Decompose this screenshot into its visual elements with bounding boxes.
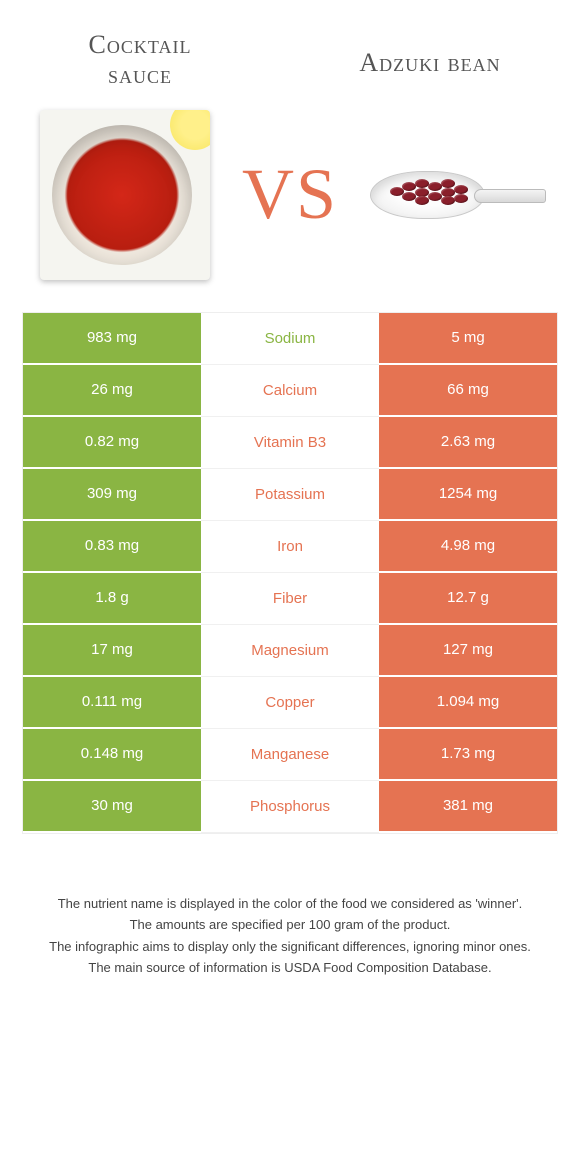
- beans-cluster: [388, 179, 468, 205]
- cell-right: 1.094 mg: [379, 677, 557, 729]
- cell-left: 0.148 mg: [23, 729, 201, 781]
- cell-left: 17 mg: [23, 625, 201, 677]
- cell-left: 0.111 mg: [23, 677, 201, 729]
- cell-right: 2.63 mg: [379, 417, 557, 469]
- footnote-line: The amounts are specified per 100 gram o…: [40, 915, 540, 935]
- footnotes: The nutrient name is displayed in the co…: [0, 834, 580, 978]
- header: Cocktail sauce Adzuki bean: [0, 0, 580, 100]
- cell-left: 0.82 mg: [23, 417, 201, 469]
- cell-right: 1.73 mg: [379, 729, 557, 781]
- cell-label: Iron: [201, 521, 379, 573]
- spoon-handle: [474, 189, 546, 203]
- nutrient-table: 983 mgSodium5 mg26 mgCalcium66 mg0.82 mg…: [22, 312, 558, 834]
- cell-left: 30 mg: [23, 781, 201, 833]
- cell-label: Fiber: [201, 573, 379, 625]
- cell-label: Manganese: [201, 729, 379, 781]
- cell-right: 12.7 g: [379, 573, 557, 625]
- table-row: 1.8 gFiber12.7 g: [23, 573, 557, 625]
- cell-left: 1.8 g: [23, 573, 201, 625]
- footnote-line: The main source of information is USDA F…: [40, 958, 540, 978]
- cell-left: 983 mg: [23, 313, 201, 365]
- sauce-bowl: [52, 125, 192, 265]
- images-row: VS: [0, 100, 580, 300]
- table-row: 309 mgPotassium1254 mg: [23, 469, 557, 521]
- cell-right: 1254 mg: [379, 469, 557, 521]
- cell-label: Potassium: [201, 469, 379, 521]
- cell-label: Calcium: [201, 365, 379, 417]
- footnote-line: The nutrient name is displayed in the co…: [40, 894, 540, 914]
- cell-right: 5 mg: [379, 313, 557, 365]
- cell-left: 309 mg: [23, 469, 201, 521]
- title-left: Cocktail sauce: [40, 30, 240, 90]
- cell-label: Sodium: [201, 313, 379, 365]
- table-row: 0.83 mgIron4.98 mg: [23, 521, 557, 573]
- title-left-line1: Cocktail: [89, 30, 192, 59]
- cocktail-sauce-image: [40, 110, 210, 280]
- table-row: 17 mgMagnesium127 mg: [23, 625, 557, 677]
- footnote-line: The infographic aims to display only the…: [40, 937, 540, 957]
- cell-right: 4.98 mg: [379, 521, 557, 573]
- cell-left: 26 mg: [23, 365, 201, 417]
- cell-label: Phosphorus: [201, 781, 379, 833]
- vs-label: VS: [242, 153, 338, 236]
- cell-label: Magnesium: [201, 625, 379, 677]
- adzuki-bean-image: [370, 165, 540, 225]
- table-row: 30 mgPhosphorus381 mg: [23, 781, 557, 833]
- table-row: 26 mgCalcium66 mg: [23, 365, 557, 417]
- cell-right: 66 mg: [379, 365, 557, 417]
- table-row: 0.111 mgCopper1.094 mg: [23, 677, 557, 729]
- cell-left: 0.83 mg: [23, 521, 201, 573]
- lemon-decoration: [170, 110, 210, 150]
- cell-label: Copper: [201, 677, 379, 729]
- cell-label: Vitamin B3: [201, 417, 379, 469]
- cell-right: 127 mg: [379, 625, 557, 677]
- cell-right: 381 mg: [379, 781, 557, 833]
- table-row: 983 mgSodium5 mg: [23, 313, 557, 365]
- table-row: 0.148 mgManganese1.73 mg: [23, 729, 557, 781]
- title-right: Adzuki bean: [320, 48, 540, 78]
- title-left-line2: sauce: [108, 60, 172, 89]
- table-row: 0.82 mgVitamin B32.63 mg: [23, 417, 557, 469]
